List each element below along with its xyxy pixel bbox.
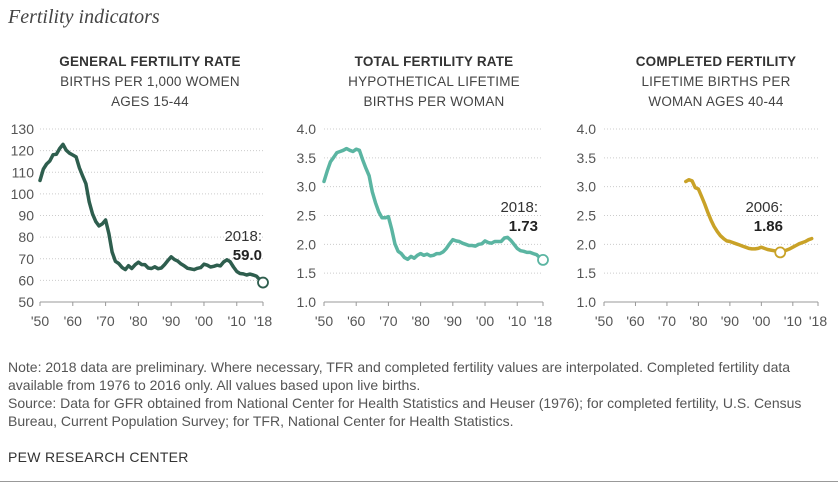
y-tick-label: 4.0 (577, 121, 597, 137)
bottom-divider (0, 481, 838, 482)
x-tick-label: '70 (379, 313, 397, 329)
source-line: Source: Data for GFR obtained from Natio… (8, 395, 802, 411)
chart-subtitle-gfr-line2: AGES 15-44 (111, 94, 189, 109)
y-tick-label: 110 (12, 164, 35, 180)
x-tick-label: '50 (595, 313, 613, 329)
y-tick-label: 120 (11, 143, 35, 159)
chart-title-gfr: GENERAL FERTILITY RATE (59, 54, 241, 69)
annotation-value: 1.73 (509, 218, 538, 235)
chart-subtitle-tfr-line1: HYPOTHETICAL LIFETIME (348, 74, 520, 89)
brand-logo-text: PEW RESEARCH CENTER (8, 449, 189, 465)
y-tick-label: 2.5 (577, 208, 597, 224)
y-tick-label: 80 (18, 229, 34, 245)
x-tick-label: '00 (195, 313, 213, 329)
source-line: Bureau, Current Population Survey; for T… (8, 413, 514, 429)
y-tick-label: 90 (18, 208, 34, 224)
y-tick-label: 100 (11, 186, 35, 202)
note-line: Note: 2018 data are preliminary. Where n… (8, 359, 791, 375)
series-line (322, 146, 545, 262)
annotation-value: 1.86 (754, 218, 783, 235)
y-tick-label: 1.0 (577, 294, 597, 310)
x-tick-label: '80 (689, 313, 707, 329)
panel-header-completed: COMPLETED FERTILITY LIFETIME BIRTHS PER … (596, 52, 836, 112)
y-tick-label: 2.0 (297, 236, 317, 252)
y-tick-label: 70 (18, 251, 34, 267)
chart-title-completed: COMPLETED FERTILITY (635, 54, 797, 69)
x-tick-label: '00 (476, 313, 494, 329)
y-tick-label: 4.0 (297, 121, 317, 137)
endpoint-marker (774, 246, 787, 259)
note-line: available from 1976 to 2016 only. All va… (8, 377, 421, 393)
y-tick-label: 3.0 (577, 179, 597, 195)
y-tick-label: 1.5 (297, 265, 317, 281)
y-tick-label: 130 (11, 121, 35, 137)
x-tick-label: '60 (64, 313, 82, 329)
series-line (38, 142, 265, 285)
x-tick-label: '60 (626, 313, 644, 329)
x-tick-label: '90 (721, 313, 739, 329)
x-tick-label: '18 (534, 313, 552, 329)
chart-subtitle-completed-line1: LIFETIME BIRTHS PER (641, 74, 791, 89)
x-tick-label: '80 (411, 313, 429, 329)
chart-subtitle-tfr-line2: BIRTHS PER WOMAN (363, 94, 505, 109)
x-tick-label: '10 (784, 313, 802, 329)
x-tick-label: '60 (347, 313, 365, 329)
source-note: Note: 2018 data are preliminary. Where n… (8, 358, 830, 430)
endpoint-marker (257, 276, 269, 289)
endpoint-marker (537, 254, 549, 266)
x-tick-label: '90 (162, 313, 180, 329)
y-tick-label: 1.5 (577, 265, 597, 281)
page-title: Fertility indicators (8, 6, 160, 28)
x-tick-label: '18 (254, 313, 272, 329)
y-tick-label: 3.5 (577, 150, 597, 166)
x-tick-label: '18 (809, 313, 827, 329)
fertility-charts: 50 60 70 80 90 100 110 120 130 '50 '60 '70 '80 '90 '00… (11, 121, 828, 329)
x-tick-label: '50 (31, 313, 49, 329)
chart-subtitle-completed-line2: WOMAN AGES 40-44 (648, 94, 784, 109)
chart-title-tfr: TOTAL FERTILITY RATE (354, 54, 514, 69)
x-tick-label: '50 (315, 313, 333, 329)
panel-header-tfr: TOTAL FERTILITY RATE HYPOTHETICAL LIFETI… (314, 52, 554, 112)
annotation-year: 2006: (745, 199, 783, 216)
x-tick-label: '10 (508, 313, 526, 329)
y-tick-label: 2.0 (577, 236, 597, 252)
annotation-value: 59.0 (233, 247, 262, 264)
y-tick-label: 60 (18, 272, 34, 288)
x-tick-label: '80 (129, 313, 147, 329)
y-tick-label: 1.0 (297, 294, 317, 310)
x-tick-label: '70 (96, 313, 114, 329)
annotation-year: 2018: (500, 199, 538, 216)
y-tick-label: 50 (18, 294, 34, 310)
chart-subtitle-gfr-line1: BIRTHS PER 1,000 WOMEN (60, 74, 240, 89)
series-line (684, 177, 814, 255)
y-tick-label: 2.5 (297, 208, 317, 224)
x-tick-label: '00 (752, 313, 770, 329)
x-tick-label: '90 (444, 313, 462, 329)
y-tick-label: 3.5 (297, 150, 317, 166)
x-tick-label: '70 (658, 313, 676, 329)
panel-header-gfr: GENERAL FERTILITY RATE BIRTHS PER 1,000 … (30, 52, 270, 112)
x-tick-label: '10 (228, 313, 246, 329)
annotation-year: 2018: (224, 228, 262, 245)
y-tick-label: 3.0 (297, 179, 317, 195)
